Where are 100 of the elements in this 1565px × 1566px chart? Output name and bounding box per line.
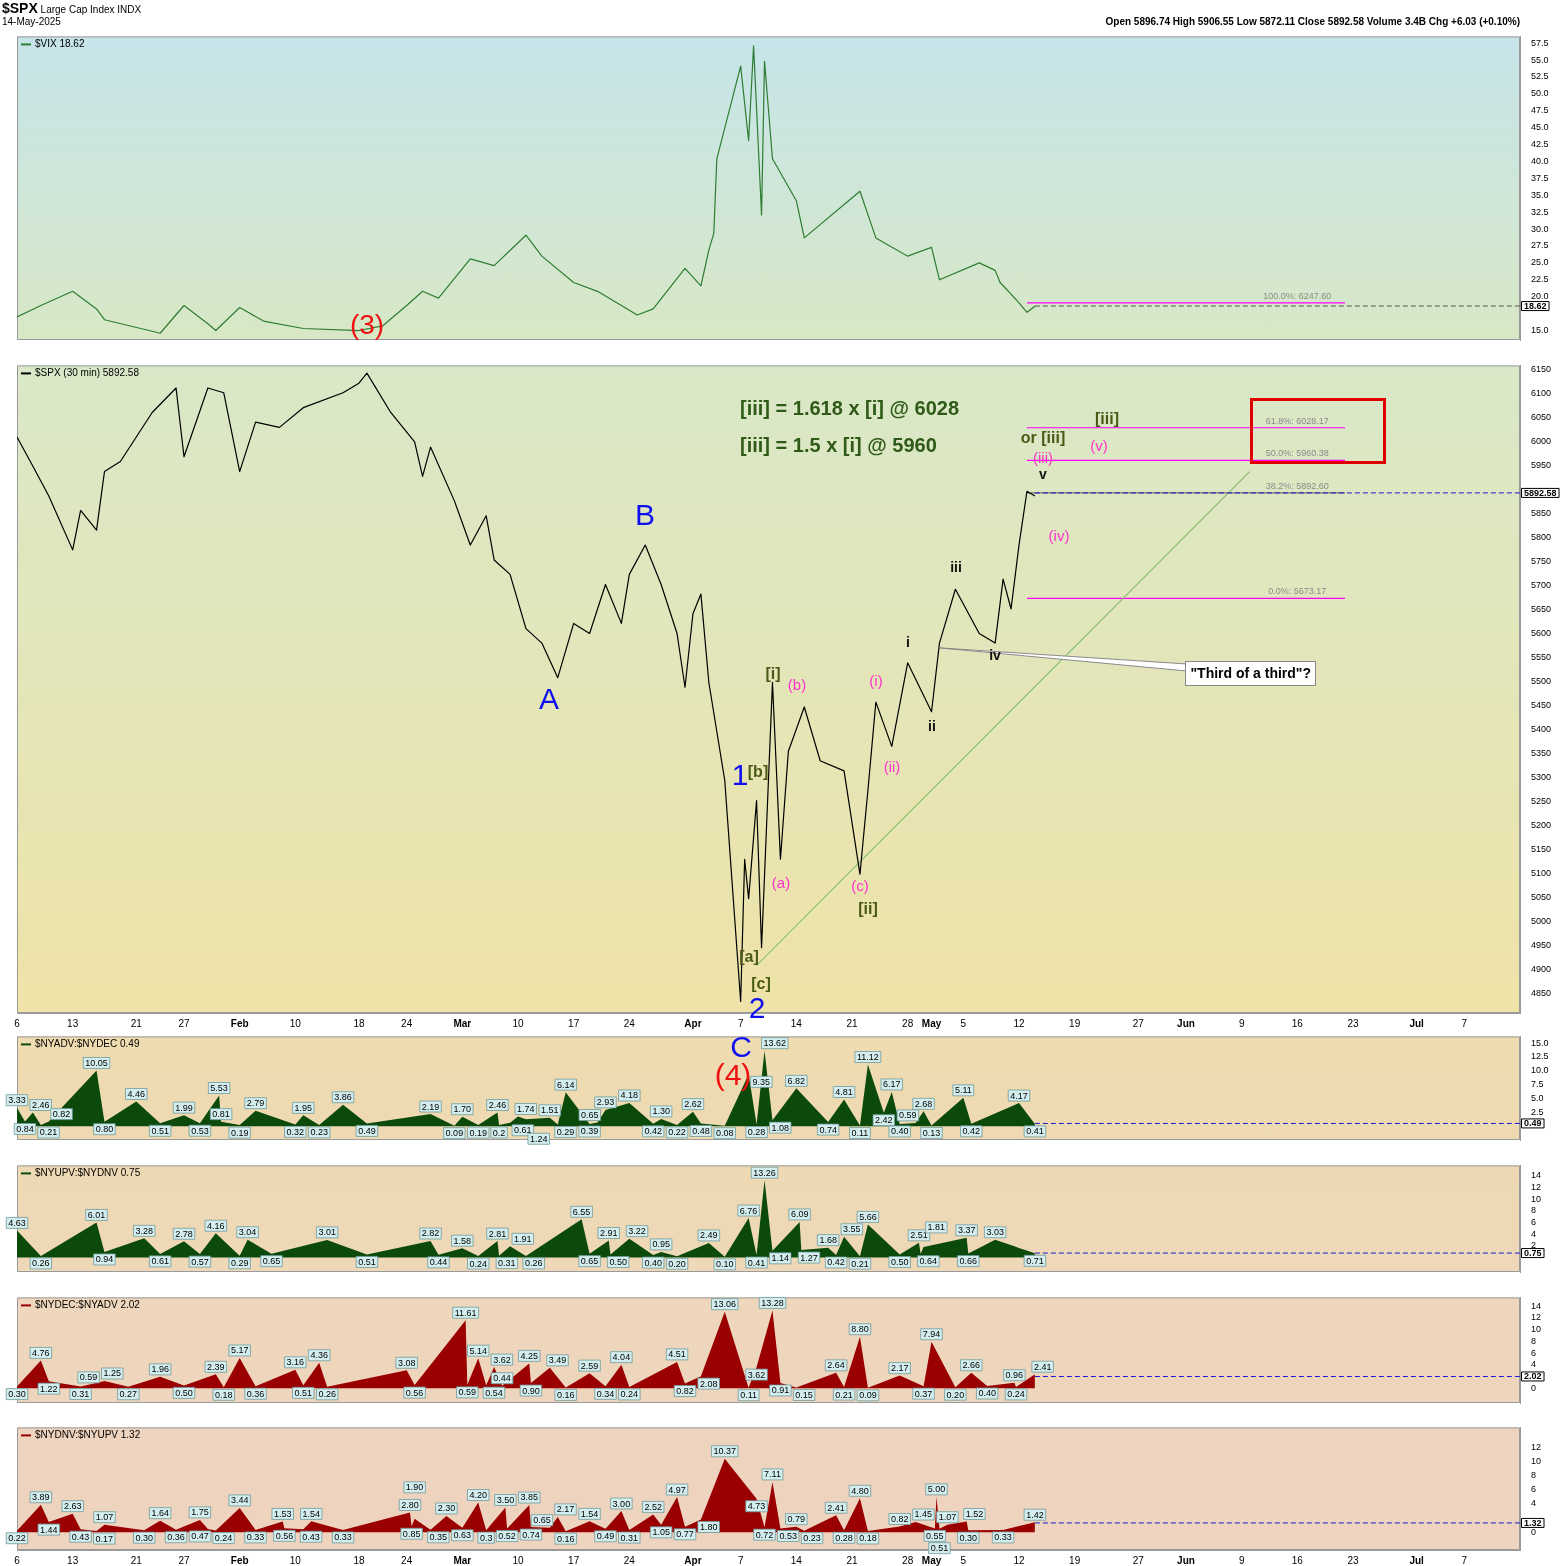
ref-line-label: 1.32 [1524,1517,1542,1528]
data-label: 0.74 [819,1124,837,1135]
y-tick-label: 5150 [1531,844,1552,855]
x-tick-label: 13 [67,1554,79,1566]
data-label: 0.59 [458,1387,477,1398]
data-label: 3.22 [628,1226,646,1237]
y-tick-label: 5350 [1531,748,1552,759]
ref-line-label: 2.02 [1524,1371,1542,1382]
data-label: 0.51 [294,1387,313,1398]
data-label: 1.44 [40,1524,58,1535]
x-tick-label: 27 [178,1017,190,1029]
data-label: 0.26 [318,1389,336,1400]
x-tick-label: 7 [737,1017,744,1029]
y-tick-label: 5000 [1531,916,1552,927]
x-tick-label: 21 [130,1017,143,1029]
x-tick-label: 21 [846,1554,858,1566]
y-tick-label: 5950 [1531,459,1552,470]
data-label: 0.37 [914,1388,933,1399]
data-label: 0.09 [859,1390,877,1401]
x-tick-label: 10 [289,1554,302,1566]
data-label: 2.46 [31,1100,50,1111]
legend-label: $SPX (30 min) 5892.58 [35,367,140,379]
data-label: 0.55 [926,1530,944,1541]
y-tick-label: 5800 [1531,531,1552,542]
data-label: 4.25 [520,1350,539,1361]
data-label: 0.15 [795,1389,813,1400]
data-label: 0.51 [151,1125,169,1136]
data-label: 0.10 [716,1259,734,1270]
data-label: 5.14 [469,1345,487,1356]
data-label: 3.03 [986,1227,1004,1238]
data-label: 0.23 [310,1127,328,1138]
y-tick-label: 12 [1531,1182,1542,1193]
annotation: (ii) [883,758,901,776]
data-label: 0.59 [899,1110,917,1121]
data-label: 0.79 [787,1514,806,1525]
data-label: 0.49 [358,1125,376,1136]
y-tick-label: 5100 [1531,868,1552,879]
data-label: 4.81 [835,1086,853,1097]
annotation: [iii] = 1.618 x [i] @ 6028 [740,396,960,419]
x-tick-label: 6 [14,1554,21,1566]
y-tick-label: 15.0 [1531,1037,1549,1048]
data-label: 7.94 [922,1329,941,1340]
y-tick-label: 5600 [1531,627,1552,638]
y-tick-label: 4850 [1531,988,1552,999]
data-label: 1.80 [699,1522,718,1533]
data-label: 0.48 [692,1125,710,1136]
data-label: 0.40 [890,1126,909,1137]
y-tick-label: 14 [1531,1170,1542,1181]
legend-label: $NYADV:$NYDEC 0.49 [35,1038,140,1050]
data-label: 0.19 [230,1127,249,1138]
y-tick-label: 27.5 [1531,240,1549,251]
data-label: 2.08 [699,1378,718,1389]
x-tick-label: Mar [453,1017,472,1029]
data-label: 0.61 [514,1125,532,1136]
data-label: 1.52 [965,1509,984,1519]
data-label: 0.28 [747,1127,766,1138]
data-label: 10.05 [85,1057,108,1068]
data-label: 0.31 [498,1258,516,1269]
data-label: 5.17 [230,1345,249,1356]
data-label: 2.17 [556,1504,575,1515]
y-tick-label: 5200 [1531,820,1552,831]
data-label: 0.65 [581,1110,599,1121]
y-tick-label: 0 [1531,1382,1537,1393]
data-label: 2.78 [175,1228,193,1239]
annotation: (v) [1090,437,1108,455]
y-tick-label: 40.0 [1531,155,1549,166]
legend-label: $NYDEC:$NYADV 2.02 [35,1299,141,1311]
data-label: 0.11 [851,1128,869,1139]
y-tick-label: 25.0 [1531,257,1549,268]
data-label: 7.11 [764,1469,781,1480]
data-label: 2.49 [700,1230,718,1241]
x-tick-label: 10 [289,1017,302,1029]
data-label: 6.14 [556,1079,575,1090]
data-label: 0.65 [262,1256,281,1267]
x-tick-label: May [921,1554,942,1566]
data-label: 0.44 [429,1257,448,1268]
annotation: [c] [751,975,771,993]
data-label: 1.58 [453,1235,472,1246]
y-tick-label: 5750 [1531,555,1552,566]
y-tick-label: 5650 [1531,603,1552,614]
annotation: (a) [771,874,791,892]
annotation: [iii] [1095,410,1119,428]
x-tick-label: 28 [902,1017,914,1029]
data-label: 3.44 [230,1495,249,1506]
data-label: 0.27 [119,1389,138,1400]
data-label: 0.30 [135,1532,153,1543]
x-tick-label: 24 [401,1554,413,1566]
y-tick-label: 4950 [1531,940,1552,951]
x-tick-label: 18 [353,1554,365,1566]
annotation: iii [950,558,962,575]
x-tick-label: Jul [1409,1554,1425,1566]
data-label: 9.35 [752,1076,771,1087]
data-label: 3.55 [843,1224,861,1235]
annotation: A [538,682,560,716]
data-label: 0.53 [779,1531,797,1542]
annotation: [i] [765,665,781,683]
y-tick-label: 45.0 [1531,122,1549,133]
annotation: iv [989,646,1002,663]
y-tick-label: 4900 [1531,964,1552,975]
y-tick-label: 30.0 [1531,223,1549,234]
